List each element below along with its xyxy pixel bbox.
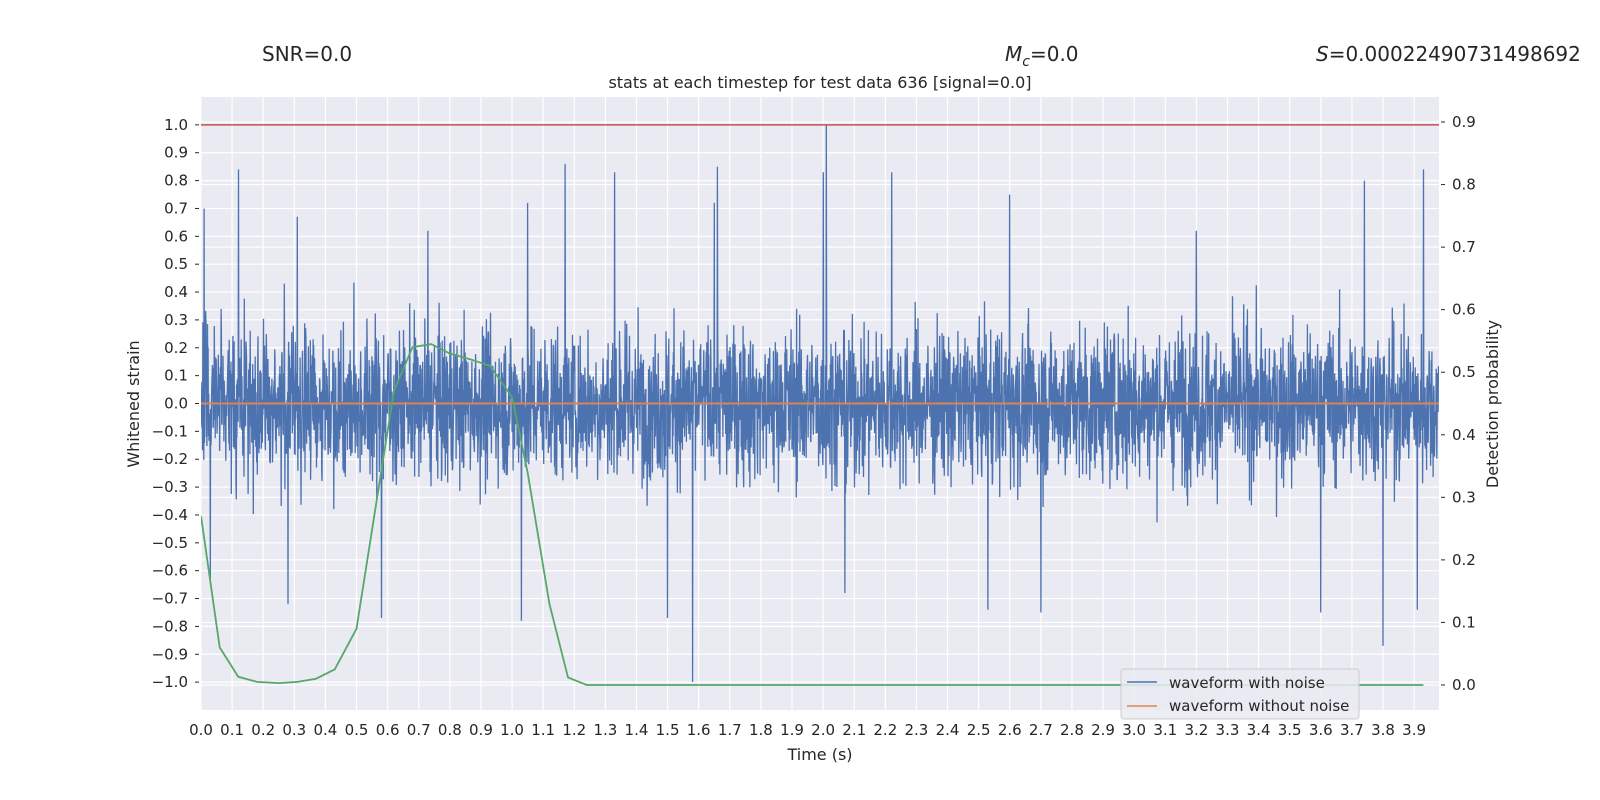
y-right-tick-label: 0.7 <box>1452 238 1476 256</box>
x-tick-label: 1.6 <box>687 721 711 739</box>
y-left-tick-label: 0.4 <box>164 283 188 301</box>
y-left-tick-label: 0.1 <box>164 367 188 385</box>
x-tick-label: 3.1 <box>1153 721 1177 739</box>
x-tick-label: 3.3 <box>1216 721 1240 739</box>
y-left-tick-label: −0.6 <box>152 562 188 580</box>
x-tick-label: 2.4 <box>936 721 960 739</box>
y-left-tick-label: −1.0 <box>152 673 188 691</box>
x-tick-label: 0.9 <box>469 721 493 739</box>
y-left-tick-label: −0.8 <box>152 617 188 635</box>
x-tick-label: 0.1 <box>220 721 244 739</box>
y-right-tick-label: 0.0 <box>1452 676 1476 694</box>
x-tick-label: 3.8 <box>1371 721 1395 739</box>
x-tick-label: 2.0 <box>811 721 835 739</box>
y-left-tick-label: −0.4 <box>152 506 188 524</box>
y-left-tick-label: 0.6 <box>164 227 188 245</box>
y-left-tick-label: 0.5 <box>164 255 188 273</box>
y-left-tick-label: 0.8 <box>164 172 188 190</box>
legend-label-clean: waveform without noise <box>1169 697 1349 715</box>
x-tick-label: 1.2 <box>562 721 586 739</box>
x-tick-label: 0.2 <box>251 721 275 739</box>
mc-symbol: M <box>1005 42 1022 66</box>
y-left-tick-label: −0.3 <box>152 478 188 496</box>
x-axis-label: Time (s) <box>786 745 852 764</box>
x-tick-label: 3.2 <box>1184 721 1208 739</box>
x-tick-label: 1.0 <box>500 721 524 739</box>
y-right-tick-label: 0.1 <box>1452 613 1476 631</box>
x-tick-label: 2.3 <box>904 721 928 739</box>
x-tick-label: 0.8 <box>438 721 462 739</box>
x-tick-label: 1.9 <box>780 721 804 739</box>
mc-label: Mc=0.0 <box>1005 42 1079 70</box>
x-tick-label: 0.6 <box>376 721 400 739</box>
y-left-tick-label: −0.1 <box>152 422 188 440</box>
y-left-tick-label: −0.9 <box>152 645 188 663</box>
s-value: =0.00022490731498692 <box>1329 42 1581 66</box>
x-tick-label: 0.7 <box>407 721 431 739</box>
x-tick-label: 0.3 <box>282 721 306 739</box>
data-layer <box>201 124 1439 686</box>
y-left-tick-label: 0.7 <box>164 199 188 217</box>
x-tick-label: 0.4 <box>313 721 337 739</box>
tick-labels: 0.0 0.1 0.2 0.3 0.4 0.5 0.6 0.7 0.8 0.9 1.0 1.1 1.2 1… <box>152 113 1476 739</box>
x-tick-label: 2.1 <box>842 721 866 739</box>
y-left-tick-label: −0.2 <box>152 450 188 468</box>
mc-subscript: c <box>1022 54 1030 70</box>
y-axis-left-label: Whitened strain <box>124 340 143 467</box>
y-axis-right-label: Detection probability <box>1483 320 1502 488</box>
s-symbol: S <box>1316 42 1329 66</box>
y-left-tick-label: 0.0 <box>164 395 188 413</box>
x-tick-label: 2.8 <box>1060 721 1084 739</box>
x-tick-label: 1.8 <box>749 721 773 739</box>
x-tick-label: 2.2 <box>873 721 897 739</box>
y-right-tick-label: 0.2 <box>1452 551 1476 569</box>
x-tick-label: 1.1 <box>531 721 555 739</box>
s-label: S=0.00022490731498692 <box>1316 42 1581 66</box>
series-waveform-with-noise <box>201 124 1439 683</box>
y-left-tick-label: 1.0 <box>164 116 188 134</box>
x-tick-label: 1.7 <box>718 721 742 739</box>
x-tick-label: 0.5 <box>345 721 369 739</box>
x-tick-label: 3.6 <box>1309 721 1333 739</box>
y-left-tick-label: 0.3 <box>164 311 188 329</box>
y-right-tick-label: 0.9 <box>1452 113 1476 131</box>
y-left-tick-label: 0.9 <box>164 144 188 162</box>
x-tick-label: 2.5 <box>967 721 991 739</box>
snr-label: SNR=0.0 <box>262 42 352 66</box>
x-tick-label: 3.4 <box>1247 721 1271 739</box>
x-tick-label: 1.5 <box>656 721 680 739</box>
x-tick-label: 2.7 <box>1029 721 1053 739</box>
y-left-tick-label: −0.5 <box>152 534 188 552</box>
legend-label-noisy: waveform with noise <box>1169 674 1325 692</box>
x-tick-label: 1.3 <box>593 721 617 739</box>
y-right-tick-label: 0.6 <box>1452 301 1476 319</box>
series-detection-probability <box>201 343 1424 686</box>
y-left-tick-label: −0.7 <box>152 590 188 608</box>
x-tick-label: 3.9 <box>1402 721 1426 739</box>
x-tick-label: 2.9 <box>1091 721 1115 739</box>
x-tick-label: 1.4 <box>625 721 649 739</box>
chart-title: stats at each timestep for test data 636… <box>608 73 1031 92</box>
legend-box <box>1120 668 1360 720</box>
x-tick-label: 3.7 <box>1340 721 1364 739</box>
x-tick-label: 3.5 <box>1278 721 1302 739</box>
x-tick-label: 2.6 <box>998 721 1022 739</box>
y-right-tick-label: 0.3 <box>1452 488 1476 506</box>
x-tick-label: 0.0 <box>189 721 213 739</box>
x-tick-label: 3.0 <box>1122 721 1146 739</box>
y-left-tick-label: 0.2 <box>164 339 188 357</box>
y-right-tick-label: 0.5 <box>1452 363 1476 381</box>
legend: waveform with noise waveform without noi… <box>1120 668 1360 720</box>
y-right-tick-label: 0.8 <box>1452 176 1476 194</box>
mc-value: =0.0 <box>1030 42 1079 66</box>
y-right-tick-label: 0.4 <box>1452 426 1476 444</box>
